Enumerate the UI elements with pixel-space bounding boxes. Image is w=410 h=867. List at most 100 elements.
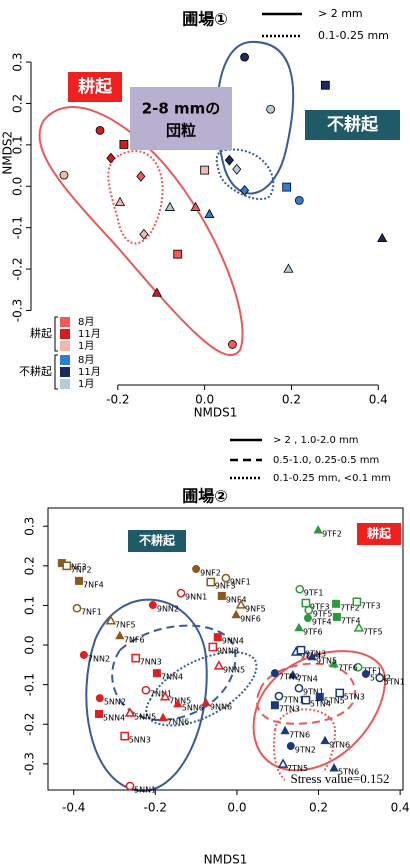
point [95,694,104,703]
y-tick-label: 0.3 [11,53,25,72]
point [221,573,231,583]
legend-label: 8月 [78,354,94,366]
point [301,598,311,608]
point [240,52,249,62]
legend-bracket [54,316,58,352]
point [329,763,339,772]
point [303,614,312,623]
legend-label: 1月 [78,340,94,352]
point [106,152,116,164]
chart-title: 圃場① [182,10,228,29]
point-label: 5NN5 [134,713,156,722]
ellipse [145,651,258,727]
y-tick-label: 0.2 [11,94,25,113]
x-axis-label: NMDS1 [204,853,248,867]
ellipse [273,708,337,787]
point [320,735,330,745]
annotation-box [305,110,400,140]
point-label: 7NN6 [167,717,189,726]
point [125,781,135,791]
point [283,263,294,273]
point [201,697,211,707]
point-label: 7NN3 [140,658,162,667]
point [176,588,186,598]
point-label: 9NN4 [222,637,244,646]
legend-label: 1月 [78,378,94,390]
point [213,633,222,642]
ellipse [111,624,237,722]
legend-label: 0.1-0.25 mm, <0.1 mm [273,473,391,484]
point-label: 5TN5 [324,696,345,705]
point [353,622,365,632]
point-label: 9NN2 [157,605,179,614]
point [59,170,69,180]
point [152,669,161,678]
legend-swatch [60,341,70,351]
point [332,599,341,608]
point [173,698,183,708]
ellipse [38,106,244,357]
point-label: 9TN2 [295,746,316,755]
plot-frame [47,507,404,791]
legend-swatch [60,317,70,327]
point-label: 5NN6 [182,704,204,713]
point [124,707,136,717]
point [192,564,201,573]
point [301,695,311,705]
point [95,709,104,718]
point-label: 5TN1 [384,677,405,686]
point-label: 7TN2 [279,673,300,682]
point-label: 9TN1 [303,688,324,697]
point [352,597,362,607]
legend-swatch [60,355,70,365]
point [95,125,105,135]
point-label: 7NN4 [161,673,183,682]
x-tick-label: 0.2 [282,393,301,407]
ellipse [215,148,275,201]
annotation-box [130,87,232,150]
point [120,731,130,741]
point [294,195,304,205]
point [228,340,237,349]
point [361,669,370,678]
point [231,609,241,619]
annotation-box [357,523,401,545]
point-label: 5NN4 [103,713,125,722]
point [296,645,306,655]
point-label: 9TF4 [312,618,332,627]
point-label: 9TF2 [322,530,342,539]
point [208,642,218,652]
y-tick-label: -0.3 [23,752,37,775]
point [206,577,216,587]
point-label: 9TN3 [305,650,326,659]
point [114,196,126,207]
legend-label: > 2 , 1.0-2.0 mm [273,435,359,446]
legend-label: 11月 [78,328,101,340]
annotation: 耕起 [367,526,392,541]
point-label: 7TN5 [287,764,308,773]
point [270,701,279,710]
point [320,80,330,90]
point-label: 5NN3 [129,736,151,745]
x-tick-label: 0.4 [391,801,410,815]
point [274,691,284,701]
ellipses-1 [38,40,295,357]
point [295,584,305,594]
point-label: 5TN6 [338,768,359,777]
point [105,615,117,625]
legend-label: 0.1-0.25 mm [318,29,389,42]
point [158,712,168,722]
annotation-box [68,72,122,102]
point [329,658,339,668]
point-label: 5NN2 [104,698,126,707]
point [266,104,276,114]
y-tick-label: 0.3 [23,517,37,536]
point-label: 9NN5 [223,666,245,675]
point [375,673,385,683]
point [282,182,292,192]
y-tick-label: 0.2 [23,556,37,575]
point-label: 9TF1 [304,589,324,598]
point [313,525,323,534]
point [277,758,289,768]
legend-bracket [54,354,58,390]
